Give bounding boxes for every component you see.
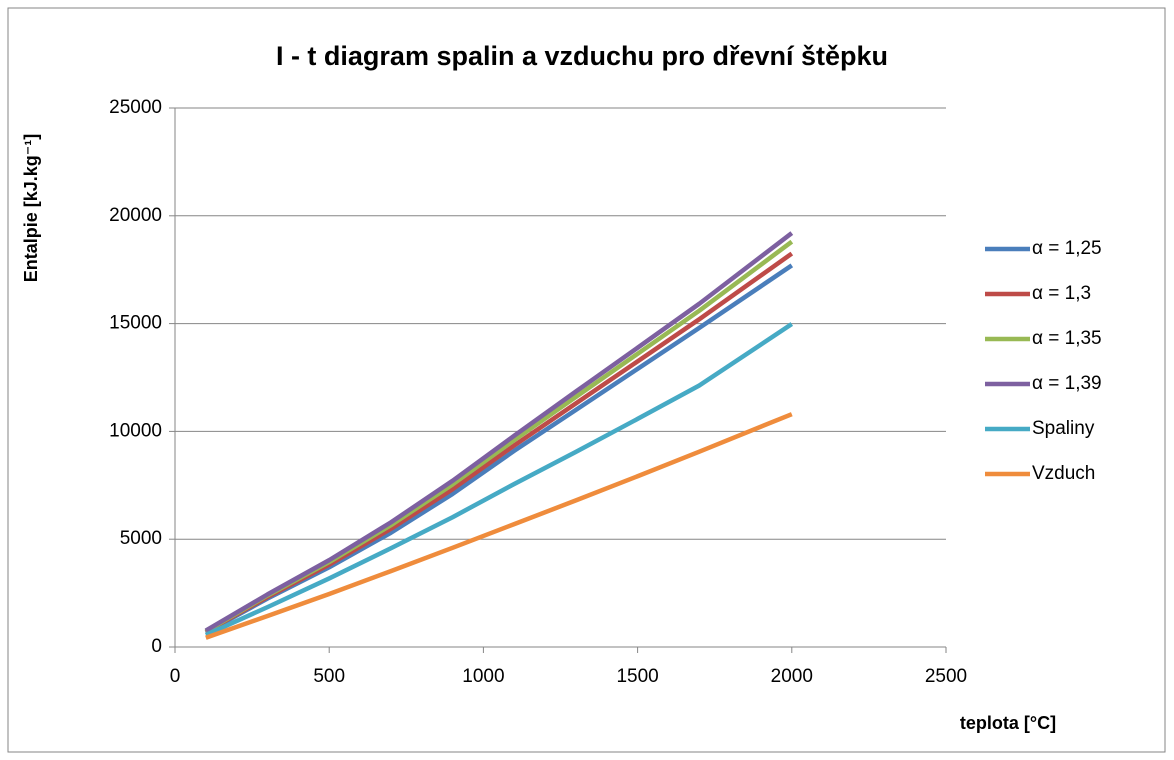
legend-label: α = 1,3 [1032,283,1091,304]
legend-label: α = 1,35 [1032,328,1102,349]
y-tick-label: 25000 [109,97,162,118]
series-line [204,322,794,637]
x-tick-label: 1000 [462,666,504,687]
y-tick-label: 5000 [120,528,162,549]
y-tick-label: 15000 [109,313,162,334]
series-line [205,412,793,640]
series-line [204,231,794,633]
legend-label: α = 1,39 [1032,373,1102,394]
legend-label: α = 1,25 [1032,238,1102,259]
y-tick-label: 20000 [109,205,162,226]
x-axis-title: teplota [°C] [960,713,1056,733]
x-tick-label: 1500 [616,666,658,687]
x-tick-label: 0 [170,666,181,687]
chart-title: I - t diagram spalin a vzduchu pro dřevn… [276,41,888,71]
x-tick-label: 500 [313,666,345,687]
y-axis-title: Entalpie [kJ.kg⁻¹] [21,134,41,283]
legend-label: Vzduch [1032,463,1095,484]
y-tick-label: 0 [151,636,162,657]
legend-label: Spaliny [1032,418,1095,439]
x-tick-label: 2000 [771,666,813,687]
y-tick-label: 10000 [109,420,162,441]
chart-border [7,7,1166,753]
x-tick-label: 2500 [925,666,967,687]
